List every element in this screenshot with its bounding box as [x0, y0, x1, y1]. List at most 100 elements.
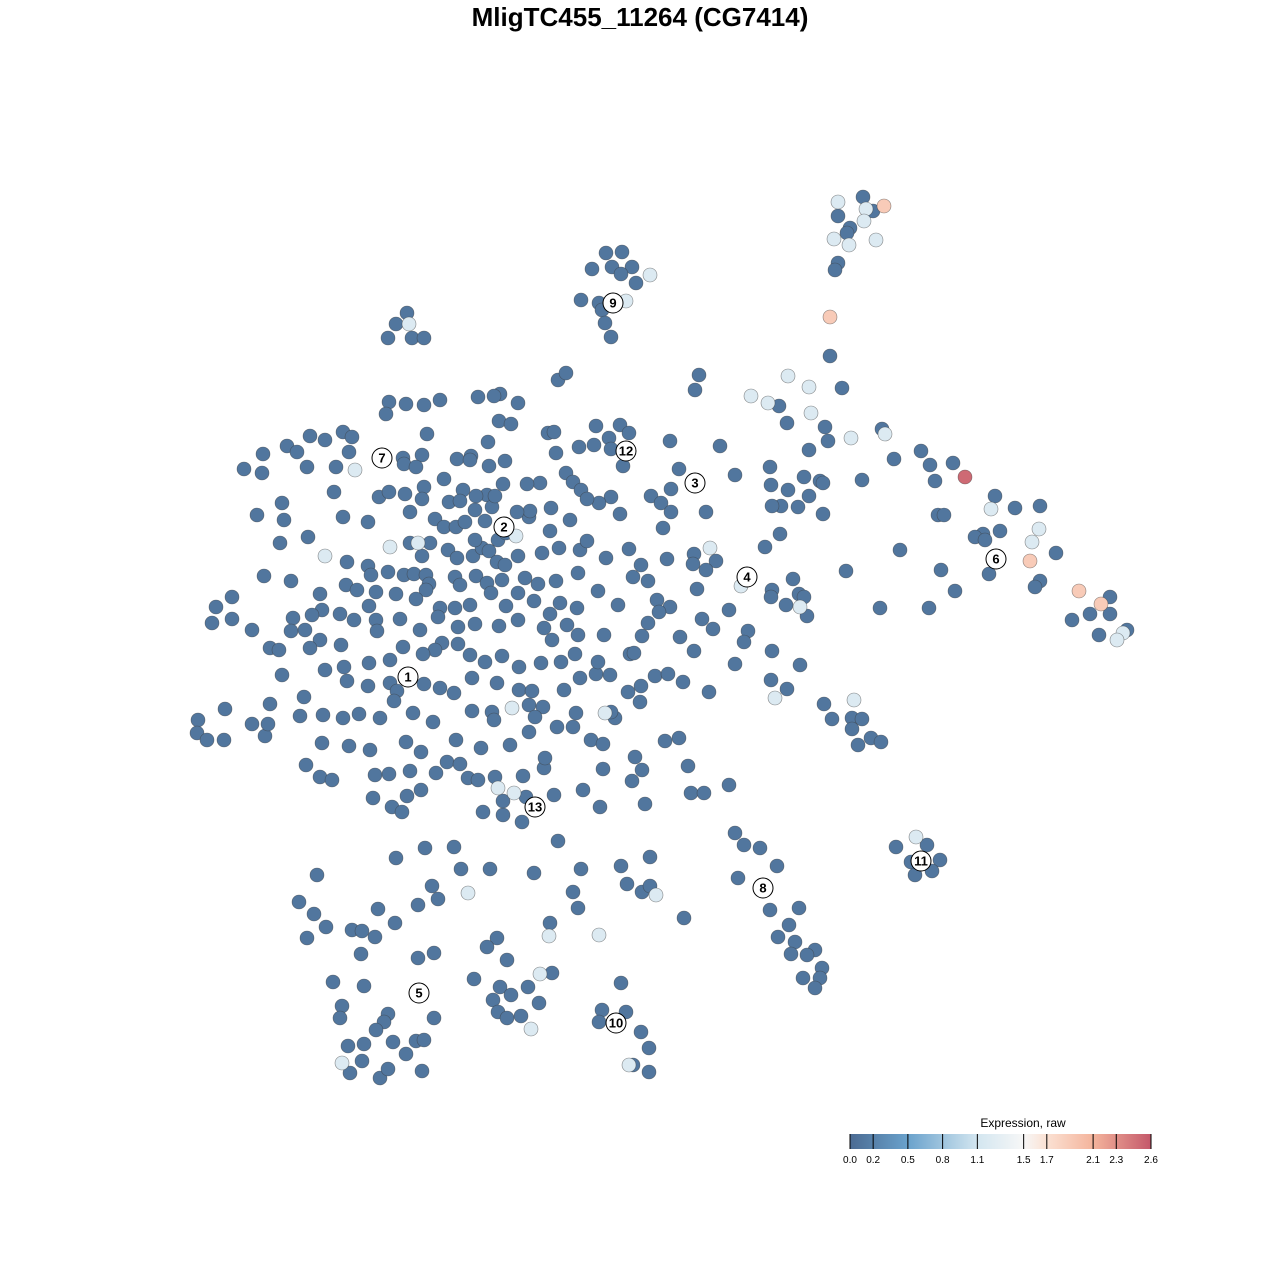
data-point — [571, 439, 587, 455]
data-point — [610, 597, 626, 613]
data-point — [595, 736, 611, 752]
data-point — [342, 1065, 358, 1081]
data-point — [817, 419, 833, 435]
colorbar-tick-label: 2.3 — [1109, 1155, 1123, 1166]
data-point — [365, 790, 381, 806]
data-point — [594, 1002, 610, 1018]
data-point — [410, 897, 426, 913]
data-point — [947, 583, 963, 599]
colorbar-tick-label: 0.5 — [901, 1155, 915, 1166]
data-point — [648, 887, 664, 903]
data-point — [792, 657, 808, 673]
data-point — [785, 571, 801, 587]
data-point — [468, 568, 484, 584]
data-point — [318, 919, 334, 935]
data-point — [591, 1014, 607, 1030]
data-point — [822, 309, 838, 325]
colorbar-tick-label: 0.8 — [936, 1155, 950, 1166]
data-point — [827, 262, 843, 278]
data-point — [807, 980, 823, 996]
data-point — [632, 694, 648, 710]
data-point — [877, 426, 893, 442]
data-point — [387, 915, 403, 931]
data-point — [382, 652, 398, 668]
data-point — [448, 732, 464, 748]
data-point — [467, 616, 483, 632]
data-point — [603, 329, 619, 345]
cluster-label-text: 7 — [378, 451, 385, 466]
data-point — [590, 654, 606, 670]
data-point — [274, 667, 290, 683]
data-point — [417, 840, 433, 856]
colorbar-tick-label: 1.5 — [1017, 1155, 1031, 1166]
data-point — [689, 581, 705, 597]
data-point — [613, 975, 629, 991]
data-point — [526, 593, 542, 609]
data-point — [597, 315, 613, 331]
data-point — [339, 554, 355, 570]
data-point — [324, 772, 340, 788]
data-point — [499, 952, 515, 968]
data-point — [633, 678, 649, 694]
data-point — [483, 585, 499, 601]
data-point — [575, 782, 591, 798]
data-point — [550, 833, 566, 849]
data-point — [413, 744, 429, 760]
data-point — [548, 445, 564, 461]
data-point — [335, 710, 351, 726]
cluster-label-circle — [910, 850, 932, 872]
data-point — [381, 766, 397, 782]
data-point — [522, 503, 538, 519]
colorbar-tick-label: 0.2 — [866, 1155, 880, 1166]
cluster-label-text: 8 — [759, 881, 766, 896]
data-point — [712, 438, 728, 454]
data-point — [873, 734, 889, 750]
data-point — [598, 245, 614, 261]
data-point — [217, 701, 233, 717]
data-point — [453, 861, 469, 877]
data-point — [523, 1021, 539, 1037]
data-point — [727, 825, 743, 841]
data-point — [306, 906, 322, 922]
data-point — [801, 442, 817, 458]
data-point — [260, 716, 276, 732]
data-point — [596, 627, 612, 643]
data-point — [468, 488, 484, 504]
data-point — [381, 394, 397, 410]
data-point — [795, 970, 811, 986]
data-point — [527, 709, 543, 725]
data-point — [653, 495, 669, 511]
data-point — [660, 666, 676, 682]
data-point — [1007, 500, 1023, 516]
data-point — [736, 837, 752, 853]
data-point — [671, 730, 687, 746]
colorbar-gradient — [850, 1134, 1151, 1149]
data-point — [426, 1010, 442, 1026]
data-point — [663, 504, 679, 520]
data-point — [621, 425, 637, 441]
data-point — [778, 597, 794, 613]
data-point — [372, 710, 388, 726]
data-point — [820, 433, 836, 449]
data-point — [855, 189, 871, 205]
data-point — [481, 458, 497, 474]
data-point — [446, 685, 462, 701]
data-point — [360, 514, 376, 530]
data-point — [730, 870, 746, 886]
data-point — [332, 1010, 348, 1026]
data-point — [858, 201, 874, 217]
data-point — [402, 504, 418, 520]
data-point — [363, 567, 379, 583]
data-point — [414, 1063, 430, 1079]
data-point — [588, 666, 604, 682]
data-point — [562, 512, 578, 528]
data-point — [489, 930, 505, 946]
data-point — [830, 194, 846, 210]
data-point — [769, 858, 785, 874]
data-point — [326, 484, 342, 500]
data-point — [428, 765, 444, 781]
data-point — [460, 885, 476, 901]
data-point — [405, 705, 421, 721]
data-point — [1027, 579, 1043, 595]
